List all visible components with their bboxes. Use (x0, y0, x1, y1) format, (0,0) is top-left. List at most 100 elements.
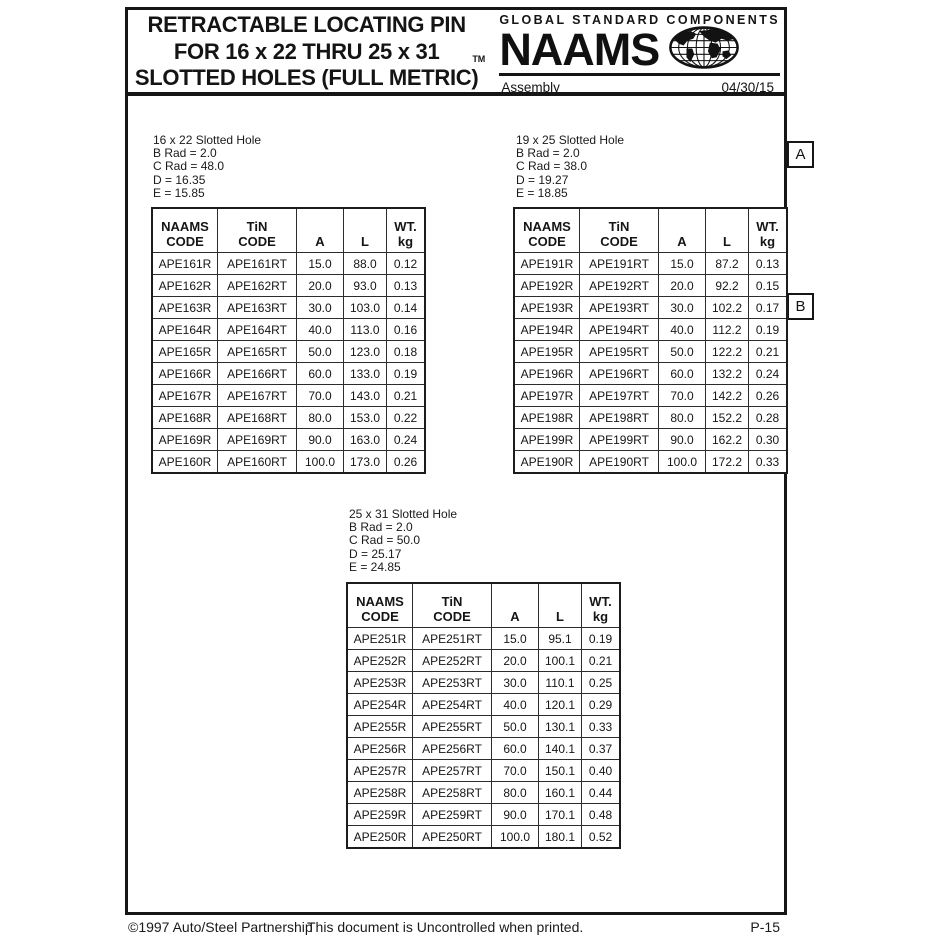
table-cell: APE163RT (217, 296, 297, 319)
info-line: D = 19.27 (516, 172, 569, 187)
table-cell: 50.0 (658, 340, 706, 363)
table-cell: 20.0 (658, 274, 706, 297)
table-cell: 170.1 (538, 803, 582, 826)
table-cell: 0.12 (386, 252, 426, 275)
table-row: APE161R APE161RT 15.0 88.0 0.12 (151, 252, 426, 275)
info-line: B Rad = 2.0 (516, 146, 580, 161)
table-cell: APE192R (513, 274, 580, 297)
info-line: B Rad = 2.0 (349, 520, 413, 535)
table-cell: 15.0 (491, 627, 539, 650)
table-cell: 0.19 (386, 362, 426, 385)
table-cell: 140.1 (538, 737, 582, 760)
table-row: APE194R APE194RT 40.0 112.2 0.19 (513, 318, 788, 341)
table-cell: 0.21 (581, 649, 621, 672)
table-cell: 30.0 (658, 296, 706, 319)
table-cell: 180.1 (538, 825, 582, 849)
info-line: D = 25.17 (349, 546, 402, 561)
table-header: NAAMS CODE TiN CODE A L WT. kg (346, 582, 621, 628)
table-cell: 80.0 (658, 406, 706, 429)
footer-notice: This document is Uncontrolled when print… (307, 919, 584, 935)
table-cell: APE252RT (412, 649, 492, 672)
table-cell: 130.1 (538, 715, 582, 738)
table-cell: 103.0 (343, 296, 387, 319)
table-header-cell: NAAMS CODE (151, 207, 218, 253)
spec-info-16x22: 16 x 22 Slotted Hole B Rad = 2.0 C Rad = 4… (153, 133, 262, 200)
table-cell: 80.0 (491, 781, 539, 804)
table-cell: APE195RT (579, 340, 659, 363)
table-row: APE253R APE253RT 30.0 110.1 0.25 (346, 671, 621, 694)
table-cell: APE192RT (579, 274, 659, 297)
table-row: APE196R APE196RT 60.0 132.2 0.24 (513, 362, 788, 385)
zone-label-a: A (787, 141, 814, 168)
table-cell: APE256RT (412, 737, 492, 760)
table-cell: 15.0 (658, 252, 706, 275)
table-row: APE191R APE191RT 15.0 87.2 0.13 (513, 252, 788, 275)
table-cell: APE253RT (412, 671, 492, 694)
brand-bottom-row: Assembly 04/30/15 (499, 76, 780, 95)
table-header: NAAMS CODE TiN CODE A L WT. kg (513, 207, 788, 253)
table-row: APE193R APE193RT 30.0 102.2 0.17 (513, 296, 788, 319)
table-row: APE166R APE166RT 60.0 133.0 0.19 (151, 362, 426, 385)
brand-underline (499, 73, 780, 76)
table-cell: APE197R (513, 384, 580, 407)
table-cell: 150.1 (538, 759, 582, 782)
table-cell: 120.1 (538, 693, 582, 716)
table-row: APE164R APE164RT 40.0 113.0 0.16 (151, 318, 426, 341)
page-title: RETRACTABLE LOCATING PIN FOR 16 x 22 THR… (128, 10, 485, 92)
table-cell: 0.24 (386, 428, 426, 451)
table-cell: 40.0 (491, 693, 539, 716)
table-cell: 0.21 (748, 340, 788, 363)
table-cell: 133.0 (343, 362, 387, 385)
table-cell: 0.17 (748, 296, 788, 319)
table-header-cell: L (343, 207, 387, 253)
table-cell: 0.33 (748, 450, 788, 474)
table-cell: 40.0 (658, 318, 706, 341)
table-cell: 132.2 (705, 362, 749, 385)
info-line: C Rad = 48.0 (153, 159, 225, 174)
table-cell: 93.0 (343, 274, 387, 297)
table-header-row: NAAMS CODE TiN CODE A L WT. kg (513, 207, 788, 253)
table-cell: APE166RT (217, 362, 297, 385)
page-title-line-1: RETRACTABLE LOCATING PIN (147, 12, 467, 37)
table-cell: 70.0 (491, 759, 539, 782)
info-line: 16 x 22 Slotted Hole (153, 133, 262, 147)
table-cell: 100.0 (296, 450, 344, 474)
table-cell: 30.0 (491, 671, 539, 694)
table-body: APE251R APE251RT 15.0 95.1 0.19 APE252R APE252… (346, 627, 621, 849)
table-header-cell: TiN CODE (412, 582, 492, 628)
table-cell: 0.29 (581, 693, 621, 716)
table-cell: 70.0 (658, 384, 706, 407)
table-cell: 90.0 (491, 803, 539, 826)
table-cell: APE255RT (412, 715, 492, 738)
table-row: APE251R APE251RT 15.0 95.1 0.19 (346, 627, 621, 650)
table-cell: 122.2 (705, 340, 749, 363)
table-cell: 80.0 (296, 406, 344, 429)
table-header-cell: NAAMS CODE (346, 582, 413, 628)
table-cell: APE252R (346, 649, 413, 672)
table-cell: APE169RT (217, 428, 297, 451)
table-cell: APE168R (151, 406, 218, 429)
table-row: APE257R APE257RT 70.0 150.1 0.40 (346, 759, 621, 782)
table-cell: APE199R (513, 428, 580, 451)
table-cell: 40.0 (296, 318, 344, 341)
table-header-cell: A (491, 582, 539, 628)
table-cell: 100.0 (491, 825, 539, 849)
table-header-row: NAAMS CODE TiN CODE A L WT. kg (151, 207, 426, 253)
table-header-cell: L (538, 582, 582, 628)
spec-table-19x25: NAAMS CODE TiN CODE A L WT. kg APE191R APE191RT 1… (513, 207, 788, 474)
info-line: E = 15.85 (153, 185, 205, 200)
table-cell: 30.0 (296, 296, 344, 319)
table-cell: 0.21 (386, 384, 426, 407)
table-row: APE167R APE167RT 70.0 143.0 0.21 (151, 384, 426, 407)
table-cell: 90.0 (296, 428, 344, 451)
table-cell: 152.2 (705, 406, 749, 429)
table-cell: 0.22 (386, 406, 426, 429)
table-cell: 0.40 (581, 759, 621, 782)
table-cell: 100.1 (538, 649, 582, 672)
table-cell: 0.25 (581, 671, 621, 694)
table-cell: APE165R (151, 340, 218, 363)
trademark-symbol: TM (472, 54, 486, 64)
table-cell: APE254RT (412, 693, 492, 716)
table-cell: APE198R (513, 406, 580, 429)
zone-label-b: B (787, 293, 814, 320)
